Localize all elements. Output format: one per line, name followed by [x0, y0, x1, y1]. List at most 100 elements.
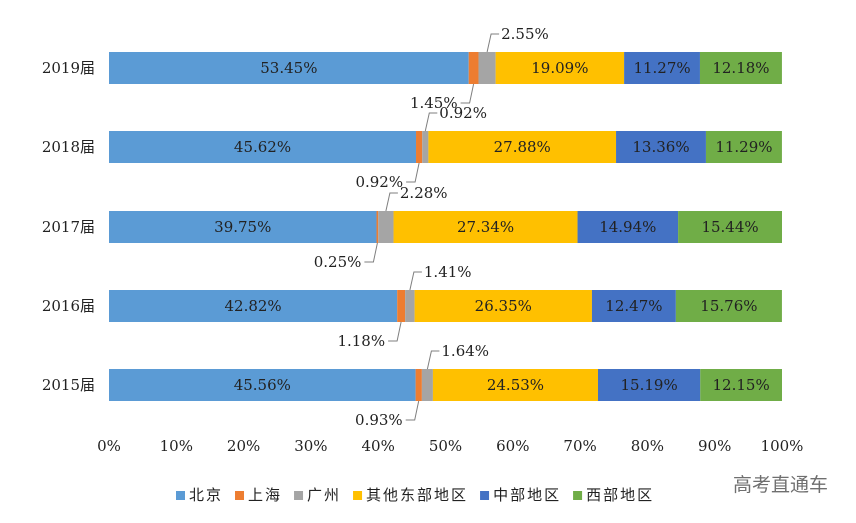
data-label: 15.76%: [700, 297, 757, 315]
bar-segment: [616, 131, 706, 163]
inner-data-labels: 53.45% 19.09% 11.27% 12.18% 45.62% 27.88% 13.3…: [214, 59, 772, 394]
bar-segment: [699, 52, 782, 84]
legend-swatch: [353, 491, 363, 500]
callout-label: 1.41%: [424, 263, 472, 281]
data-label: 39.75%: [214, 218, 271, 236]
legend-label: 其他东部地区: [366, 486, 468, 504]
bar-segment: [416, 131, 423, 163]
bar-segment: [705, 131, 782, 163]
x-tick-label: 100%: [761, 437, 804, 455]
legend-label: 西部地区: [586, 486, 654, 504]
bar-segment: [109, 131, 417, 163]
legend-label: 中部地区: [493, 486, 561, 504]
data-label: 12.47%: [605, 297, 662, 315]
bar-segment: [577, 211, 679, 243]
data-label: 27.88%: [494, 138, 551, 156]
data-label: 53.45%: [260, 59, 317, 77]
x-tick-labels: 0% 10% 20% 30% 40% 50% 60% 70% 80% 90% 100%: [97, 437, 803, 455]
bar-segment: [109, 52, 469, 84]
bar-segment: [598, 369, 701, 401]
callout-leader-line: [406, 162, 420, 183]
callout-label: 1.64%: [441, 342, 489, 360]
data-label: 26.35%: [475, 297, 532, 315]
bars-layer: [109, 52, 782, 401]
bar-segment: [376, 211, 379, 243]
callout-leader-line: [405, 400, 420, 421]
data-label: 12.18%: [712, 59, 769, 77]
legend-label: 广州: [307, 486, 341, 504]
bar-segment: [378, 211, 394, 243]
bar-segment: [495, 52, 625, 84]
callout-leader-line: [460, 83, 475, 104]
bar-segment: [478, 52, 496, 84]
data-label: 42.82%: [224, 297, 281, 315]
bar-segment: [393, 211, 578, 243]
y-category-labels: 2019届 2018届 2017届 2016届 2015届: [42, 59, 95, 394]
data-label: 15.44%: [701, 218, 758, 236]
bar-segment: [397, 290, 406, 322]
callout-labels: 2.55%1.45%0.92%0.92%2.28%0.25%1.41%1.18%…: [314, 25, 549, 429]
x-tick-label: 50%: [429, 437, 462, 455]
data-label: 27.34%: [457, 218, 514, 236]
legend-swatch: [294, 491, 304, 500]
data-label: 14.94%: [599, 218, 656, 236]
callout-leader-line: [364, 242, 378, 263]
callout-leader-line: [409, 271, 422, 291]
bar-segment: [109, 369, 416, 401]
bar-segment: [405, 290, 415, 322]
callout-label: 0.92%: [439, 104, 487, 122]
bar-segment: [678, 211, 782, 243]
legend-swatch: [235, 491, 245, 500]
legend-label: 北京: [189, 486, 223, 504]
callout-label: 0.92%: [355, 173, 403, 191]
callout-label: 1.18%: [337, 332, 385, 350]
callout-leader-line: [388, 321, 402, 342]
watermark-text: 高考直通车: [733, 474, 828, 496]
callout-label: 0.93%: [355, 411, 403, 429]
bar-segment: [591, 290, 676, 322]
x-tick-label: 80%: [631, 437, 664, 455]
category-label: 2019届: [42, 59, 95, 77]
bar-segment: [109, 290, 398, 322]
category-label: 2016届: [42, 297, 95, 315]
legend-label: 上海: [248, 486, 282, 504]
bar-segment: [624, 52, 700, 84]
data-label: 13.36%: [632, 138, 689, 156]
data-label: 45.56%: [234, 376, 291, 394]
data-label: 11.29%: [715, 138, 772, 156]
legend: 北京 上海 广州 其他东部地区 中部地区 西部地区: [176, 486, 654, 504]
x-tick-label: 70%: [563, 437, 596, 455]
callout-label: 1.45%: [410, 94, 458, 112]
bar-segment: [432, 369, 598, 401]
bar-segment: [428, 131, 617, 163]
data-label: 12.15%: [713, 376, 770, 394]
legend-swatch: [176, 491, 185, 500]
bar-segment: [468, 52, 479, 84]
bar-segment: [415, 369, 422, 401]
data-label: 11.27%: [633, 59, 690, 77]
callout-label: 2.55%: [501, 25, 549, 43]
callout-label: 0.25%: [314, 253, 362, 271]
x-tick-label: 10%: [160, 437, 193, 455]
data-label: 19.09%: [531, 59, 588, 77]
data-label: 45.62%: [234, 138, 291, 156]
x-tick-label: 40%: [362, 437, 395, 455]
callout-leader-line: [424, 112, 438, 132]
x-tick-label: 20%: [227, 437, 260, 455]
callout-leader-line: [385, 192, 398, 212]
category-label: 2017届: [42, 218, 95, 236]
category-label: 2015届: [42, 376, 95, 394]
legend-swatch: [480, 491, 490, 500]
bar-segment: [421, 369, 433, 401]
x-tick-label: 30%: [294, 437, 327, 455]
x-tick-label: 0%: [97, 437, 121, 455]
bar-segment: [109, 211, 377, 243]
legend-swatch: [573, 491, 583, 500]
data-label: 15.19%: [621, 376, 678, 394]
x-tick-label: 60%: [496, 437, 529, 455]
category-label: 2018届: [42, 138, 95, 156]
callout-leader-line: [426, 350, 440, 370]
bar-segment: [700, 369, 782, 401]
bar-segment: [675, 290, 782, 322]
